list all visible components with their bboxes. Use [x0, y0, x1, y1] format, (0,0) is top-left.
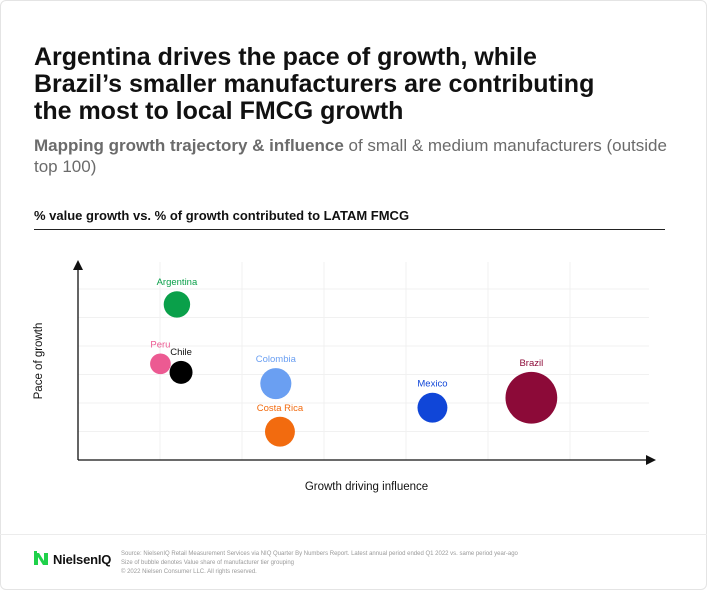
y-axis-title: Pace of growth: [33, 323, 45, 400]
data-label-costa-rica: Costa Rica: [257, 403, 304, 414]
bubble-chile: [169, 360, 193, 384]
source-notes: Source: NielsenIQ Retail Measurement Ser…: [121, 550, 681, 577]
data-label-argentina: Argentina: [157, 277, 198, 288]
logo-text: NielsenIQ: [53, 551, 112, 567]
title-line-2: Brazil’s smaller manufacturers are contr…: [34, 70, 595, 98]
bubble-peru: [150, 353, 171, 375]
nielseniq-mark-icon: [34, 551, 48, 565]
bubble-mexico: [417, 392, 448, 423]
subtitle-rest: of small & medium manufacturers (outside…: [34, 136, 667, 176]
subtitle-emphasis: Mapping growth trajectory & influence: [34, 136, 344, 155]
footer-divider: [0, 534, 707, 535]
source-note-line: Size of bubble denotes Value share of ma…: [121, 560, 294, 566]
subtitle: Mapping growth trajectory & influence of…: [34, 135, 674, 177]
source-note-line: © 2022 Nielsen Consumer LLC. All rights …: [121, 569, 257, 575]
bubble-brazil: [505, 371, 558, 424]
title-line-1: Argentina drives the pace of growth, whi…: [34, 43, 537, 71]
data-label-peru: Peru: [150, 339, 170, 350]
nielseniq-logo: NielsenIQ: [33, 549, 111, 569]
data-label-brazil: Brazil: [519, 358, 543, 369]
source-note-line: Source: NielsenIQ Retail Measurement Ser…: [121, 551, 518, 557]
data-label-chile: Chile: [170, 347, 192, 358]
data-label-mexico: Mexico: [417, 379, 447, 390]
x-axis-title: Growth driving influence: [305, 481, 428, 493]
title-line-3: the most to local FMCG growth: [34, 97, 404, 125]
bubble-chart: Growth driving influence Pace of growth Ar…: [33, 260, 656, 493]
y-axis-arrow-icon: [73, 260, 83, 270]
page-title: Argentina drives the pace of growth, whi…: [34, 44, 674, 125]
bubble-costa-rica: [265, 416, 295, 447]
chart-section-label: % value growth vs. % of growth contribut…: [34, 208, 410, 223]
bubble-argentina: [163, 291, 191, 318]
data-label-colombia: Colombia: [256, 354, 297, 365]
bubble-colombia: [260, 368, 292, 400]
section-divider: [34, 229, 665, 230]
x-axis-arrow-icon: [646, 455, 656, 465]
